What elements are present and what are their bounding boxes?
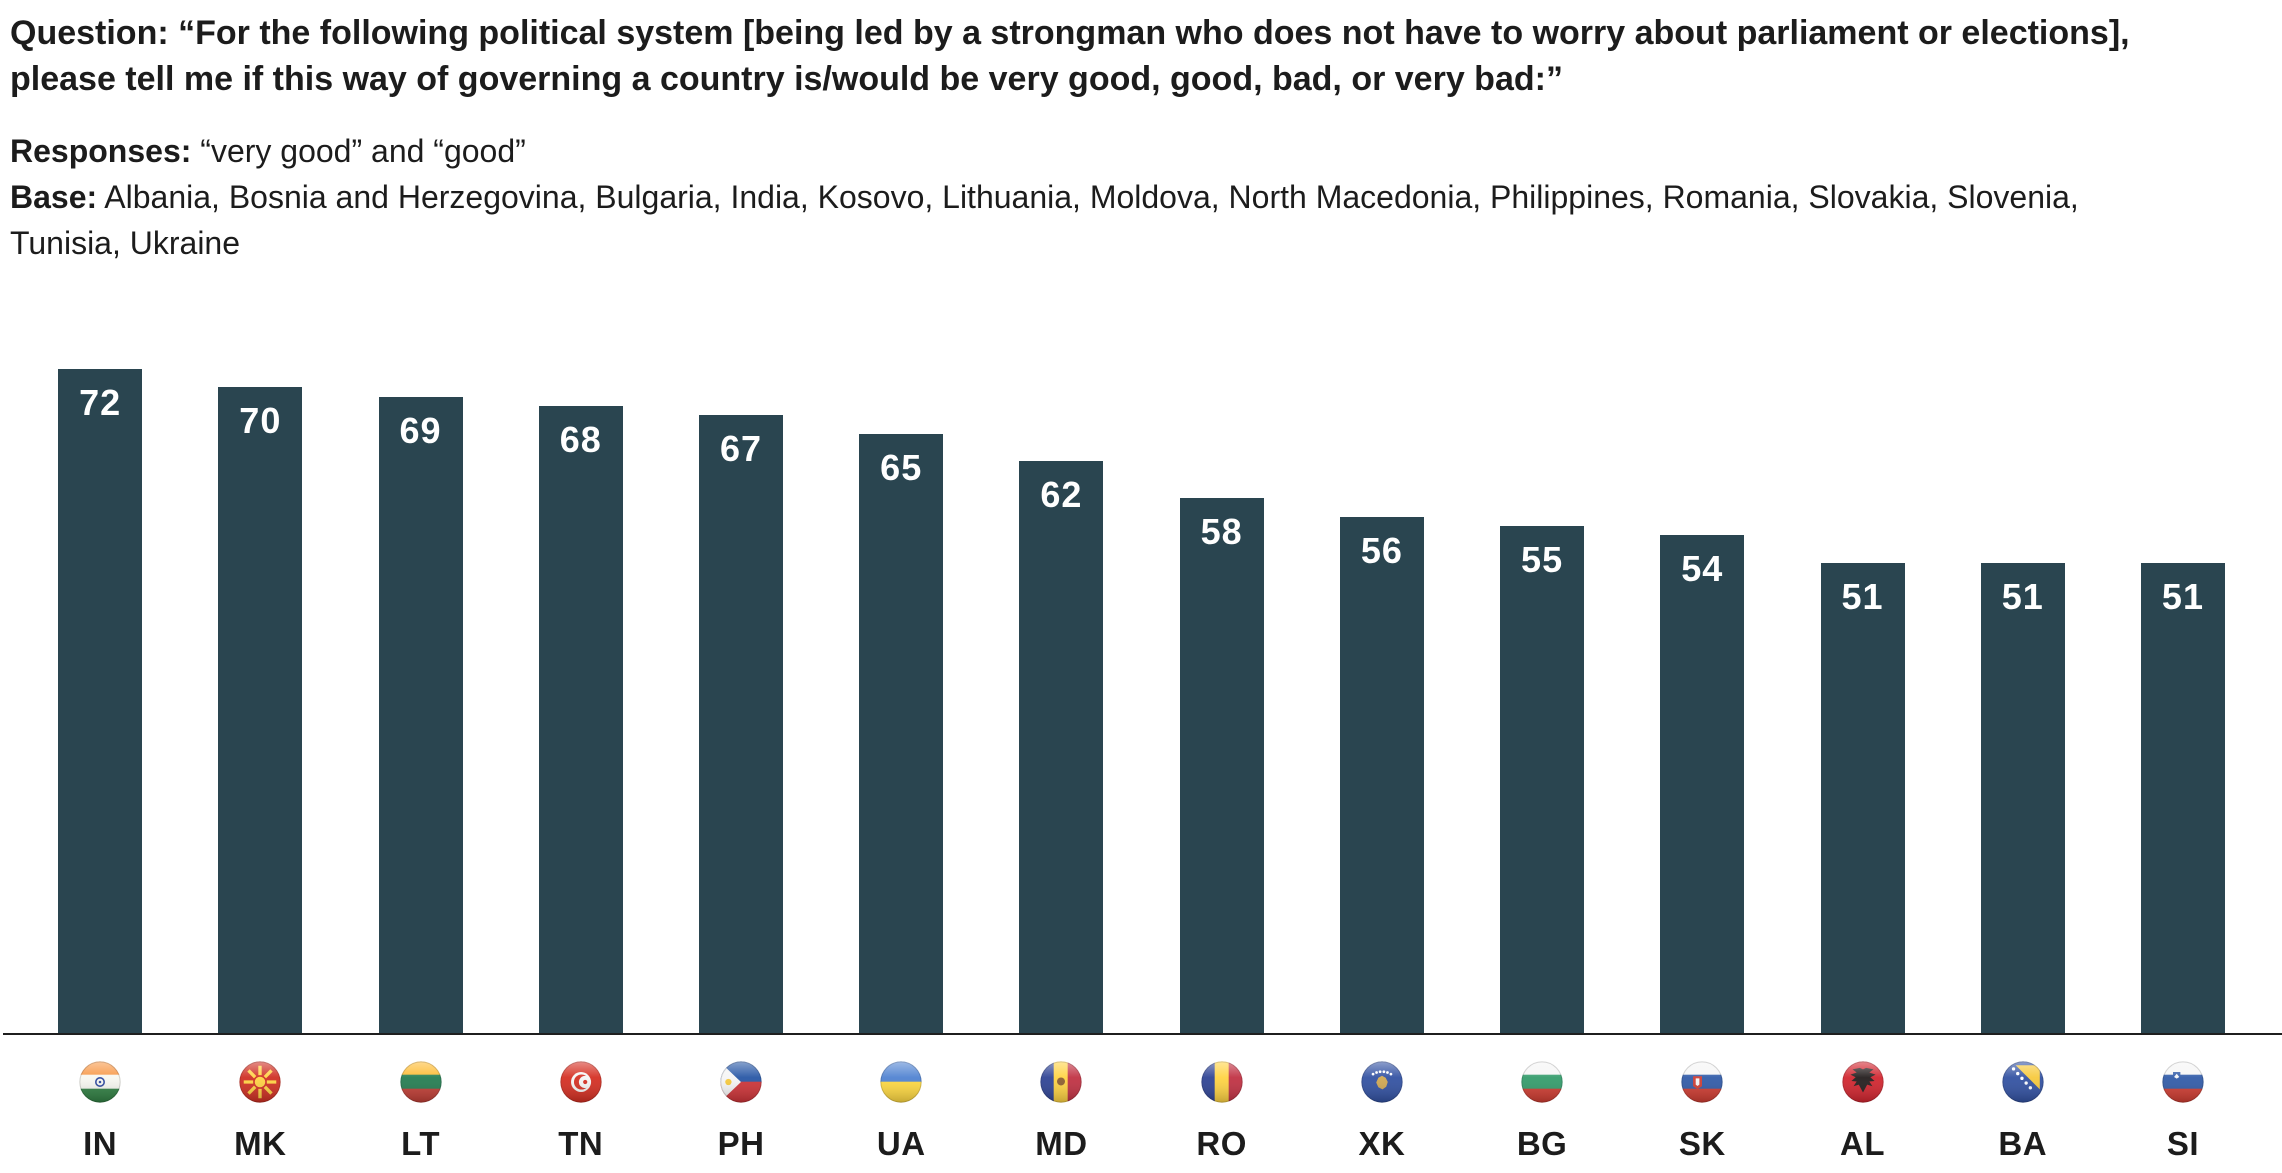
bar-in: 72 bbox=[58, 369, 143, 1033]
column-in: 72 IN bbox=[20, 369, 180, 1163]
column-md: 62 MD bbox=[981, 369, 1141, 1163]
bar-lt: 69 bbox=[378, 397, 463, 1033]
bar-zone: 62 bbox=[1019, 369, 1104, 1033]
bar-value-label: 54 bbox=[1681, 548, 1724, 589]
albania-flag-icon bbox=[1841, 1061, 1884, 1103]
bar-zone: 54 bbox=[1660, 369, 1745, 1033]
responses-label: Responses: bbox=[10, 133, 192, 169]
country-code-label: UA bbox=[876, 1125, 926, 1162]
column-si: 51 SI bbox=[2103, 369, 2263, 1163]
bar-zone: 68 bbox=[538, 369, 623, 1033]
country-code-label: MD bbox=[1035, 1125, 1088, 1162]
column-lt: 69 LT bbox=[340, 369, 500, 1163]
slovenia-flag-icon bbox=[2162, 1061, 2204, 1103]
column-mk: 70 MK bbox=[180, 369, 340, 1163]
column-tn: 68 TN bbox=[501, 369, 661, 1163]
country-code-label: TN bbox=[558, 1125, 604, 1162]
column-ph: 67 PH bbox=[661, 369, 821, 1163]
kosovo-flag-icon bbox=[1361, 1061, 1403, 1103]
bar-zone: 70 bbox=[218, 369, 303, 1033]
country-code-label: MK bbox=[234, 1125, 287, 1162]
x-axis-line bbox=[3, 1033, 2282, 1035]
country-code-label: SK bbox=[1678, 1125, 1726, 1162]
country-code-label: BG bbox=[1516, 1125, 1568, 1162]
bar-ro: 58 bbox=[1179, 498, 1264, 1033]
bar-value-label: 70 bbox=[239, 400, 282, 441]
bar-value-label: 65 bbox=[880, 447, 923, 488]
bar-ph: 67 bbox=[698, 415, 783, 1033]
bar-zone: 51 bbox=[1980, 369, 2065, 1033]
bar-ba: 51 bbox=[1980, 563, 2065, 1033]
question-label: Question: bbox=[10, 14, 169, 52]
bar-si: 51 bbox=[2140, 563, 2225, 1033]
lithuania-flag-icon bbox=[399, 1061, 442, 1103]
bosnia-and-herzegovina-flag-icon bbox=[2002, 1061, 2044, 1103]
responses-text: “very good” and “good” bbox=[191, 133, 526, 169]
bar-value-label: 62 bbox=[1040, 474, 1083, 515]
country-code-label: PH bbox=[717, 1125, 765, 1162]
bar-value-label: 67 bbox=[719, 428, 762, 469]
bar-value-label: 68 bbox=[559, 419, 602, 460]
bar-zone: 51 bbox=[1820, 369, 1905, 1033]
country-code-label: SI bbox=[2166, 1125, 2200, 1162]
ukraine-flag-icon bbox=[880, 1061, 922, 1103]
bar-value-label: 51 bbox=[1841, 576, 1884, 617]
bar-mk: 70 bbox=[218, 387, 303, 1033]
romania-flag-icon bbox=[1200, 1061, 1243, 1103]
bar-value-label: 72 bbox=[79, 382, 122, 423]
tunisia-flag-icon bbox=[560, 1061, 602, 1103]
bar-zone: 72 bbox=[58, 369, 143, 1033]
country-code-label: RO bbox=[1196, 1125, 1247, 1162]
bar-zone: 51 bbox=[2140, 369, 2225, 1033]
bar-al: 51 bbox=[1820, 563, 1905, 1033]
bar-value-label: 51 bbox=[2001, 576, 2044, 617]
bar-value-label: 56 bbox=[1360, 530, 1403, 571]
bar-zone: 67 bbox=[698, 369, 783, 1033]
philippines-flag-icon bbox=[720, 1061, 762, 1103]
column-sk: 54 SK bbox=[1622, 369, 1782, 1163]
question-paragraph: Question: “For the following political s… bbox=[10, 10, 2150, 102]
bar-md: 62 bbox=[1019, 461, 1104, 1033]
bar-chart: 72 IN 70 MK 69 LT 68 TN 67 PH 65 UA 62 MD 58 RO 56 XK 55 BG… bbox=[0, 369, 2282, 1169]
chart-columns: 72 IN 70 MK 69 LT 68 TN 67 PH 65 UA 62 MD 58 RO 56 XK 55 BG… bbox=[0, 369, 2282, 1163]
column-ua: 65 UA bbox=[821, 369, 981, 1163]
slovakia-flag-icon bbox=[1681, 1061, 1723, 1103]
column-bg: 55 BG bbox=[1462, 369, 1622, 1163]
header: Question: “For the following political s… bbox=[10, 10, 2150, 266]
moldova-flag-icon bbox=[1040, 1061, 1083, 1103]
bulgaria-flag-icon bbox=[1521, 1061, 1563, 1103]
india-flag-icon bbox=[79, 1061, 121, 1103]
bar-xk: 56 bbox=[1339, 517, 1424, 1033]
north-macedonia-flag-icon bbox=[239, 1061, 282, 1103]
bar-zone: 65 bbox=[859, 369, 944, 1033]
bar-value-label: 51 bbox=[2161, 576, 2204, 617]
bar-ua: 65 bbox=[859, 434, 944, 1033]
bar-value-label: 58 bbox=[1200, 511, 1243, 552]
infographic: Question: “For the following political s… bbox=[0, 10, 2282, 1162]
bar-zone: 56 bbox=[1339, 369, 1424, 1033]
bar-sk: 54 bbox=[1660, 535, 1745, 1033]
bar-zone: 69 bbox=[378, 369, 463, 1033]
base-text: Albania, Bosnia and Herzegovina, Bulgari… bbox=[10, 179, 2079, 261]
country-code-label: AL bbox=[1840, 1125, 1886, 1162]
bar-value-label: 55 bbox=[1521, 539, 1564, 580]
country-code-label: BA bbox=[1998, 1125, 2048, 1162]
base-label: Base: bbox=[10, 179, 98, 215]
bar-bg: 55 bbox=[1500, 526, 1585, 1033]
base-paragraph: Base: Albania, Bosnia and Herzegovina, B… bbox=[10, 174, 2150, 266]
bar-tn: 68 bbox=[538, 406, 623, 1033]
country-code-label: IN bbox=[83, 1125, 118, 1162]
column-xk: 56 XK bbox=[1302, 369, 1462, 1163]
column-ba: 51 BA bbox=[1943, 369, 2103, 1163]
column-al: 51 AL bbox=[1782, 369, 1942, 1163]
column-ro: 58 RO bbox=[1142, 369, 1302, 1163]
question-text: “For the following political system [bei… bbox=[10, 14, 2130, 98]
country-code-label: LT bbox=[401, 1125, 440, 1162]
bar-value-label: 69 bbox=[399, 410, 442, 451]
bar-zone: 58 bbox=[1179, 369, 1264, 1033]
country-code-label: XK bbox=[1358, 1125, 1406, 1162]
bar-zone: 55 bbox=[1500, 369, 1585, 1033]
responses-paragraph: Responses: “very good” and “good” bbox=[10, 128, 2150, 174]
